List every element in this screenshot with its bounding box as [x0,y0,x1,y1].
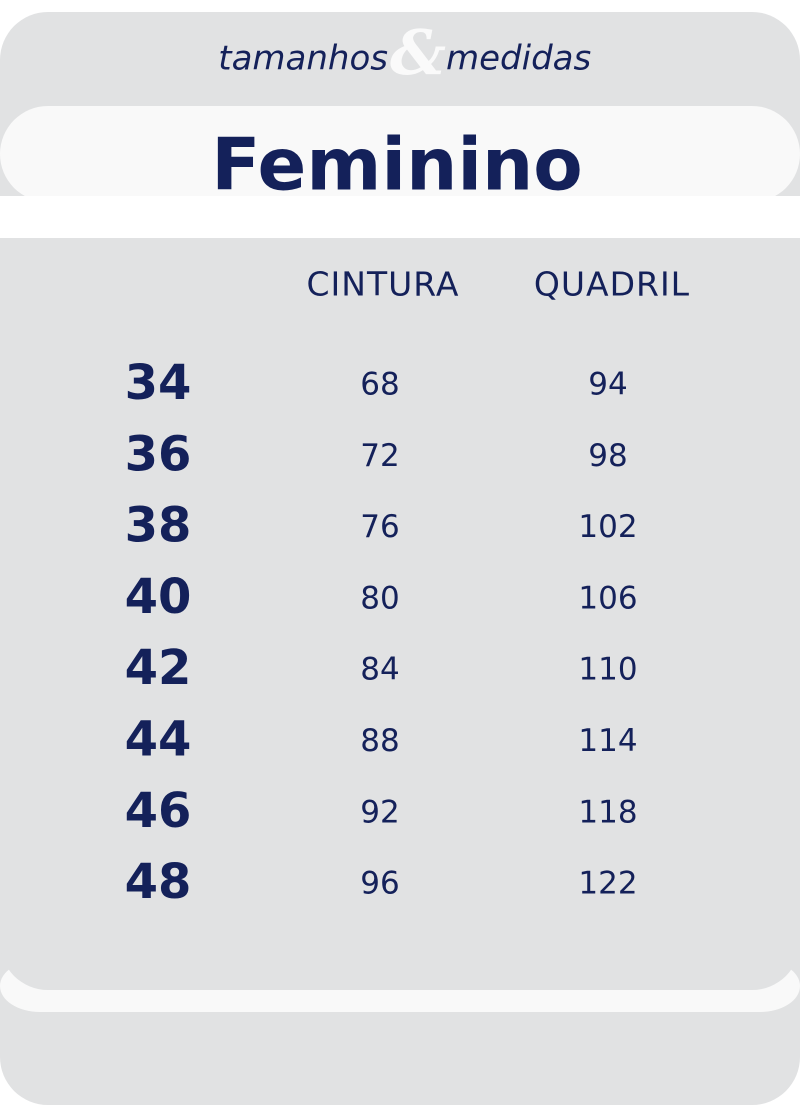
hip-value: 110 [578,652,637,688]
size-label: 40 [125,569,192,625]
waist-value: 88 [360,723,399,759]
size-label: 44 [125,712,192,768]
waist-value: 96 [360,866,399,902]
hip-value: 118 [578,794,637,830]
hip-value: 114 [578,723,637,759]
size-label: 38 [125,498,192,554]
hip-value: 98 [588,438,627,474]
size-label: 46 [125,783,192,839]
size-label: 36 [125,426,192,482]
column-header: CINTURA [307,265,460,304]
hip-value: 102 [578,509,637,545]
size-label: 48 [125,854,192,910]
header-right: medidas [446,39,591,79]
waist-value: 92 [360,794,399,830]
hip-value: 94 [588,367,627,403]
table-card [0,238,800,990]
waist-value: 72 [360,438,399,474]
waist-value: 80 [360,580,399,616]
header-left: tamanhos [218,39,388,79]
title-band [0,106,800,202]
title: Feminino [211,123,582,207]
column-header: QUADRIL [534,265,690,304]
hip-value: 122 [578,866,637,902]
gap-band [0,196,800,238]
size-label: 42 [125,640,192,696]
header-amp: & [390,16,446,89]
waist-value: 76 [360,509,399,545]
waist-value: 84 [360,652,399,688]
waist-value: 68 [360,367,399,403]
size-label: 34 [125,355,192,411]
hip-value: 106 [578,580,637,616]
